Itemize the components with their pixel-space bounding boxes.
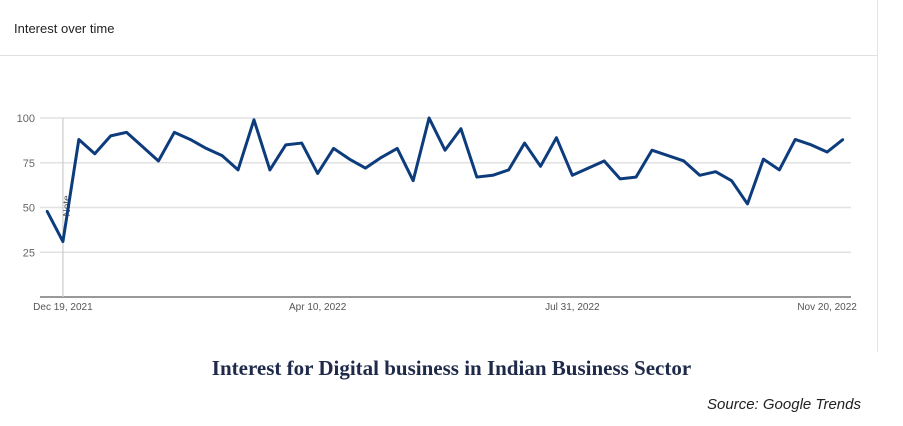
data-point xyxy=(555,136,558,139)
data-point xyxy=(411,179,415,182)
data-point xyxy=(236,168,240,172)
y-tick-label: 50 xyxy=(23,203,35,215)
data-point xyxy=(364,166,367,170)
data-point xyxy=(634,175,638,179)
data-point xyxy=(459,127,463,130)
data-point xyxy=(491,174,494,177)
data-point xyxy=(730,179,733,182)
data-point xyxy=(109,134,112,138)
x-tick-label: Apr 10, 2022 xyxy=(289,302,347,313)
y-tick-label: 100 xyxy=(17,113,35,125)
x-tick-label: Jul 31, 2022 xyxy=(545,302,600,313)
data-point xyxy=(587,166,590,170)
data-point xyxy=(825,150,829,154)
data-point xyxy=(571,174,574,177)
y-tick-label: 75 xyxy=(23,158,35,170)
data-point xyxy=(284,143,287,147)
data-point xyxy=(316,172,319,175)
data-point xyxy=(475,175,479,179)
chart-panel: Interest over time xyxy=(0,0,878,352)
x-tick-label: Dec 19, 2021 xyxy=(33,302,93,313)
header-divider xyxy=(0,55,877,56)
data-point xyxy=(205,147,208,150)
data-point xyxy=(77,138,81,141)
data-point xyxy=(220,154,224,157)
data-point xyxy=(348,157,351,161)
data-point xyxy=(189,138,192,141)
data-point xyxy=(603,159,606,163)
chart-source: Source: Google Trends xyxy=(707,396,861,413)
data-point xyxy=(173,131,176,134)
data-point xyxy=(61,240,65,243)
y-tick-label: 25 xyxy=(23,247,35,259)
data-point xyxy=(332,147,335,150)
data-point xyxy=(698,174,701,177)
data-point xyxy=(507,168,510,172)
data-point xyxy=(300,141,303,145)
data-point xyxy=(650,149,654,152)
data-point xyxy=(714,170,717,173)
data-point xyxy=(443,149,447,152)
data-point xyxy=(396,147,399,150)
data-point xyxy=(268,168,272,172)
data-point xyxy=(427,116,431,120)
data-point xyxy=(682,159,685,163)
series-line xyxy=(45,116,844,244)
data-point xyxy=(523,141,526,145)
data-point xyxy=(380,156,383,159)
data-point xyxy=(157,159,160,163)
data-point xyxy=(841,138,845,141)
data-point xyxy=(125,131,128,134)
panel-title: Interest over time xyxy=(14,21,115,36)
x-tick-label: Nov 20, 2022 xyxy=(797,302,857,313)
data-point xyxy=(762,157,765,161)
data-point xyxy=(252,118,256,121)
data-point xyxy=(141,145,144,148)
data-point xyxy=(539,165,542,168)
data-point xyxy=(746,202,749,206)
data-point xyxy=(666,154,670,157)
data-point xyxy=(809,143,813,147)
data-point xyxy=(794,138,797,141)
data-point xyxy=(45,209,49,213)
data-point xyxy=(618,177,622,181)
data-point xyxy=(778,168,781,172)
chart-title: Interest for Digital business in Indian … xyxy=(211,356,692,380)
data-point xyxy=(93,152,96,155)
